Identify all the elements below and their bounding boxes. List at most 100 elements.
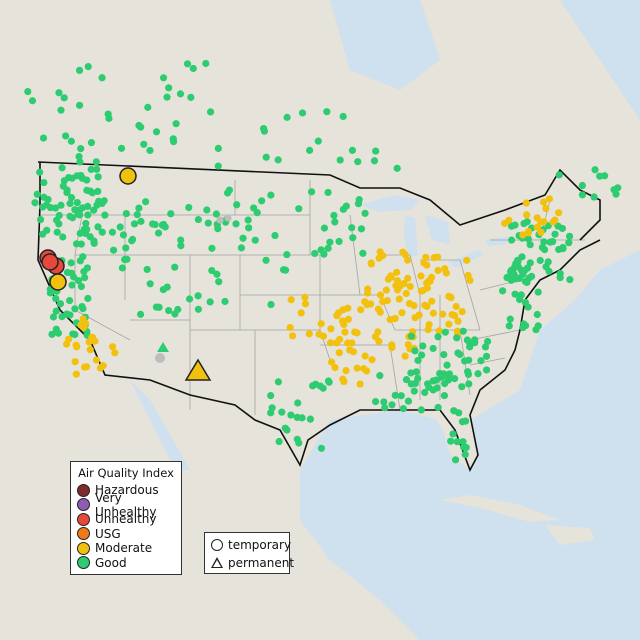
station-marker — [348, 339, 356, 347]
station-marker — [28, 97, 37, 105]
station-marker — [133, 211, 141, 219]
station-marker — [76, 257, 84, 265]
station-marker — [253, 209, 261, 217]
station-marker — [297, 309, 305, 317]
station-marker — [24, 87, 32, 96]
station-marker — [189, 64, 197, 73]
good-swatch — [77, 556, 90, 570]
station-marker — [301, 300, 310, 308]
station-marker — [286, 323, 294, 332]
station-marker — [422, 253, 430, 261]
station-marker — [73, 198, 81, 207]
station-marker — [98, 228, 106, 236]
station-marker — [442, 269, 451, 277]
station-marker — [71, 358, 79, 366]
station-marker — [601, 172, 609, 180]
station-marker — [325, 378, 333, 386]
station-marker — [528, 272, 536, 280]
station-marker — [66, 311, 74, 319]
station-marker — [55, 211, 63, 220]
station-marker — [294, 399, 302, 407]
station-marker — [565, 239, 573, 247]
station-marker — [551, 230, 559, 238]
legend-row-usg: USG — [77, 527, 175, 542]
hazardous-swatch — [77, 483, 90, 497]
station-marker — [434, 266, 442, 275]
station-marker — [423, 302, 431, 311]
station-marker — [458, 307, 466, 316]
aqi-legend-title: Air Quality Index — [78, 466, 174, 480]
station-marker — [339, 205, 347, 213]
station-marker — [429, 386, 437, 394]
station-marker — [406, 282, 414, 291]
station-marker — [194, 305, 203, 313]
station-marker — [274, 378, 282, 386]
station-marker — [424, 325, 432, 334]
station-marker — [82, 219, 90, 228]
station-marker — [433, 253, 442, 261]
station-marker — [441, 328, 449, 336]
station-marker — [314, 137, 322, 145]
station-marker — [324, 244, 332, 252]
station-marker — [58, 164, 66, 172]
station-marker — [194, 215, 202, 224]
station-marker — [461, 357, 469, 365]
station-marker — [402, 376, 411, 384]
station-marker — [83, 264, 91, 272]
station-marker — [482, 352, 491, 360]
station-marker — [267, 300, 275, 309]
station-marker — [376, 308, 384, 316]
station-marker — [335, 237, 343, 246]
station-marker — [356, 380, 364, 388]
station-marker — [353, 364, 361, 372]
station-marker — [63, 186, 71, 194]
station-marker — [119, 231, 128, 239]
station-marker — [185, 295, 194, 303]
station-marker — [48, 330, 56, 338]
station-marker — [354, 158, 362, 166]
station-marker — [92, 158, 100, 166]
station-marker — [330, 211, 338, 220]
station-marker — [154, 229, 163, 237]
station-marker — [225, 186, 234, 194]
station-marker — [176, 90, 185, 98]
station-marker — [70, 273, 78, 281]
station-marker — [104, 110, 112, 118]
station-marker — [183, 60, 192, 68]
station-marker — [83, 186, 91, 194]
hudson-bay-area — [330, 0, 440, 90]
large-station-marker — [119, 167, 137, 185]
station-marker — [311, 249, 319, 258]
station-marker — [137, 217, 145, 225]
station-marker — [117, 144, 126, 152]
station-marker — [565, 232, 574, 240]
station-marker — [459, 438, 467, 446]
station-marker — [177, 242, 185, 250]
station-marker — [98, 199, 106, 207]
station-marker — [163, 283, 171, 291]
station-marker — [65, 296, 74, 305]
station-marker — [287, 411, 295, 419]
legend-label-usg: USG — [95, 526, 121, 541]
station-marker — [66, 199, 74, 208]
station-marker — [170, 138, 178, 146]
station-marker — [484, 337, 492, 346]
station-marker — [417, 406, 425, 414]
station-marker — [72, 370, 80, 378]
station-marker — [287, 296, 295, 304]
station-marker — [57, 106, 65, 114]
station-marker — [458, 383, 466, 391]
station-marker — [342, 366, 350, 375]
station-marker — [507, 236, 516, 244]
station-marker — [361, 352, 369, 360]
station-marker — [71, 305, 79, 313]
station-marker — [283, 250, 291, 259]
station-marker — [94, 173, 102, 181]
station-marker — [86, 346, 94, 354]
station-marker — [395, 295, 403, 303]
station-marker — [204, 219, 212, 227]
station-marker — [503, 273, 511, 282]
legend-label-unhealthy: Unhealthy — [95, 512, 157, 527]
station-marker — [80, 363, 89, 371]
station-marker — [194, 292, 202, 300]
